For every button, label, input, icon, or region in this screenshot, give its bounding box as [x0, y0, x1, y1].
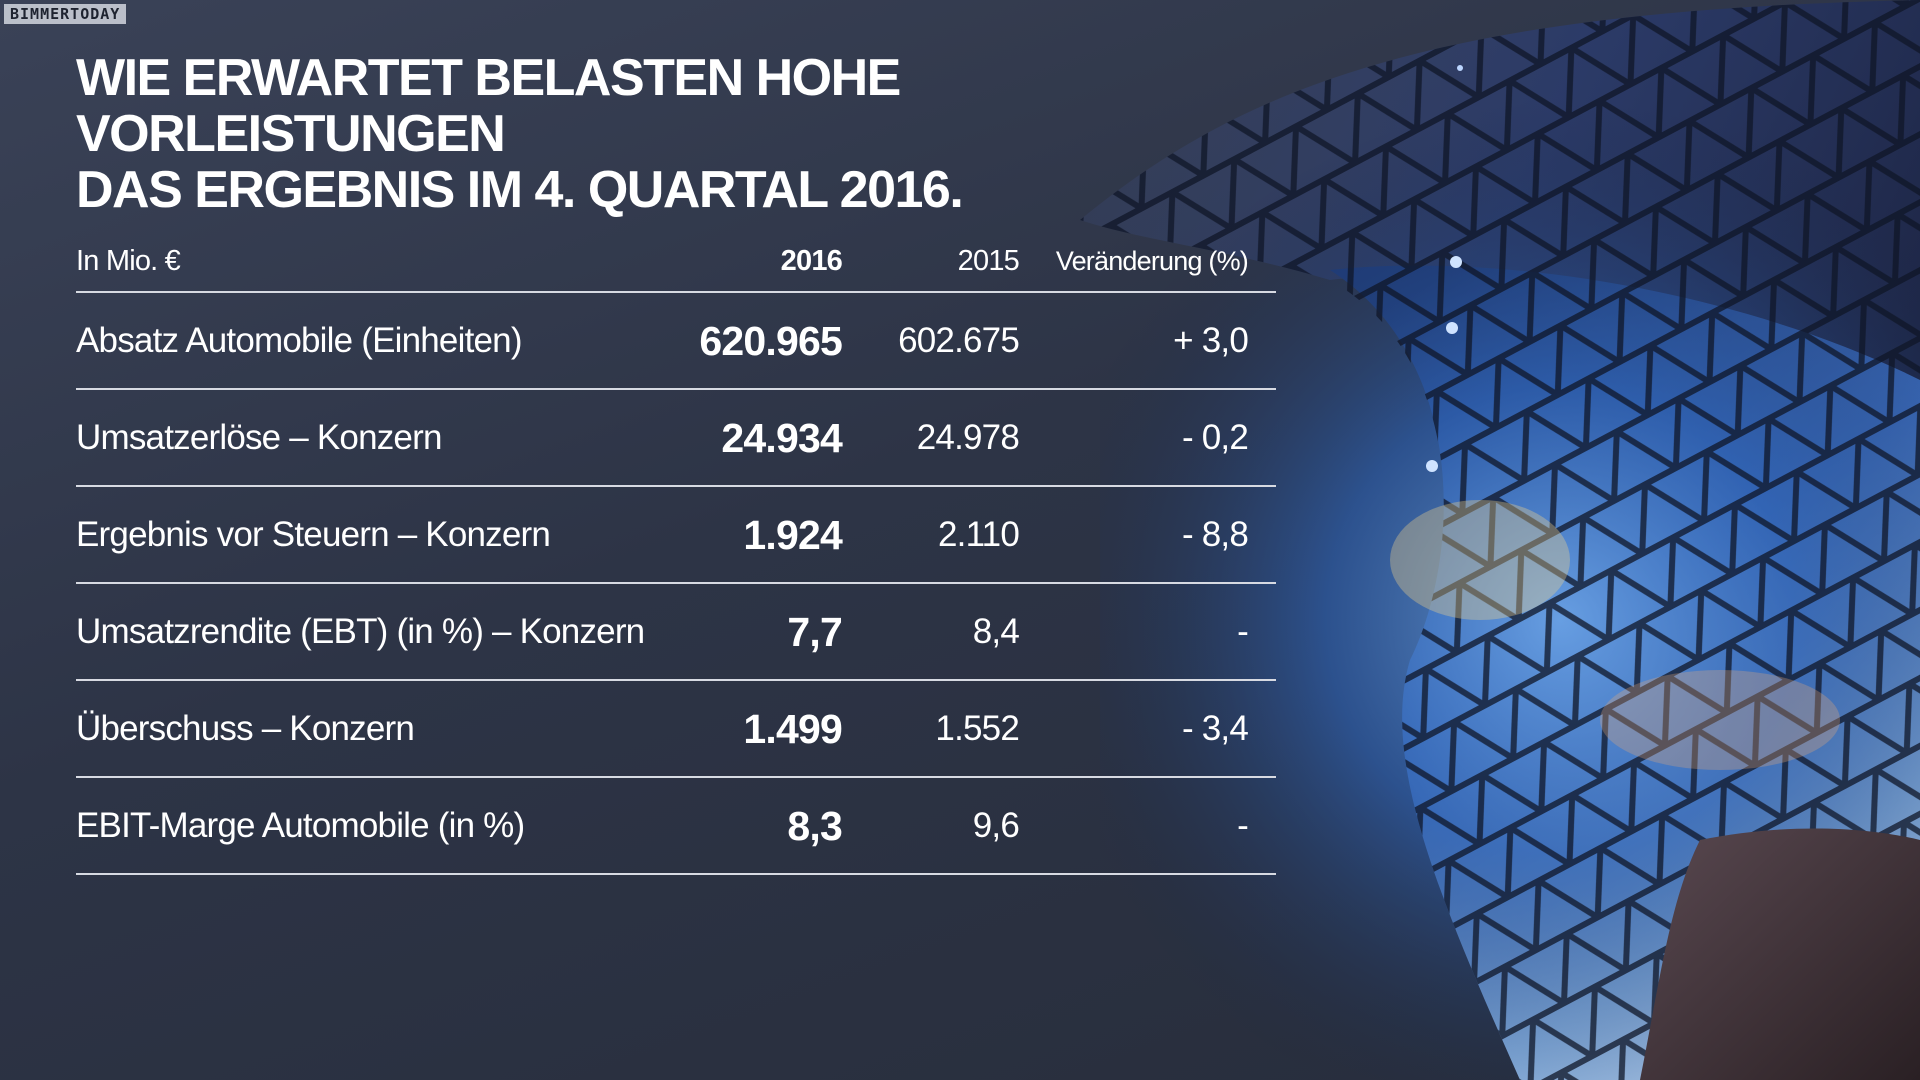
row-label: Absatz Automobile (Einheiten)	[76, 321, 522, 360]
ramp-shape	[1640, 828, 1920, 1080]
row-label: EBIT-Marge Automobile (in %)	[76, 806, 525, 845]
row-change: -	[1237, 806, 1249, 845]
row-value-2016: 8,3	[787, 803, 842, 849]
row-value-2016: 7,7	[787, 609, 842, 655]
row-label: Überschuss – Konzern	[76, 709, 415, 748]
table-row: Ergebnis vor Steuern – Konzern 1.924 2.1…	[76, 487, 1276, 584]
row-label: Umsatzerlöse – Konzern	[76, 418, 442, 457]
header-unit-label: In Mio. €	[76, 245, 181, 277]
title-line-1: WIE ERWARTET BELASTEN HOHE VORLEISTUNGEN	[76, 49, 901, 163]
row-change: - 8,8	[1181, 515, 1249, 554]
header-year-2016: 2016	[780, 245, 843, 277]
table-row: Umsatzerlöse – Konzern 24.934 24.978 - 0…	[76, 390, 1276, 487]
table-row: EBIT-Marge Automobile (in %) 8,3 9,6 -	[76, 778, 1276, 875]
row-value-2016: 620.965	[699, 318, 842, 364]
row-change: - 3,4	[1181, 709, 1249, 748]
header-change: Veränderung (%)	[1055, 246, 1249, 276]
table-row: Absatz Automobile (Einheiten) 620.965 60…	[76, 293, 1276, 390]
row-value-2015: 602.675	[898, 321, 1020, 360]
title-line-2: DAS ERGEBNIS IM 4. QUARTAL 2016.	[76, 161, 964, 219]
row-value-2015: 9,6	[972, 806, 1020, 845]
table-row: Überschuss – Konzern 1.499 1.552 - 3,4	[76, 681, 1276, 778]
table-row: Umsatzrendite (EBT) (in %) – Konzern 7,7…	[76, 584, 1276, 681]
row-change: + 3,0	[1173, 321, 1249, 360]
row-value-2016: 1.924	[743, 512, 842, 558]
row-change: -	[1237, 612, 1249, 651]
row-value-2015: 24.978	[916, 418, 1020, 457]
row-value-2015: 8,4	[972, 612, 1020, 651]
row-change: - 0,2	[1181, 418, 1249, 457]
page-title: WIE ERWARTET BELASTEN HOHE VORLEISTUNGEN…	[76, 50, 1276, 218]
row-label: Ergebnis vor Steuern – Konzern	[76, 515, 551, 554]
watermark-logo: BIMMERTODAY	[4, 4, 127, 24]
row-value-2015: 1.552	[935, 709, 1019, 748]
table-header-row: In Mio. € 2016 2015 Veränderung (%)	[76, 225, 1276, 293]
header-year-2015: 2015	[957, 245, 1020, 277]
row-value-2016: 24.934	[721, 415, 842, 461]
row-label: Umsatzrendite (EBT) (in %) – Konzern	[76, 612, 645, 651]
row-value-2015: 2.110	[938, 515, 1020, 554]
row-value-2016: 1.499	[743, 706, 842, 752]
financial-table: In Mio. € 2016 2015 Veränderung (%) Absa…	[76, 225, 1276, 875]
